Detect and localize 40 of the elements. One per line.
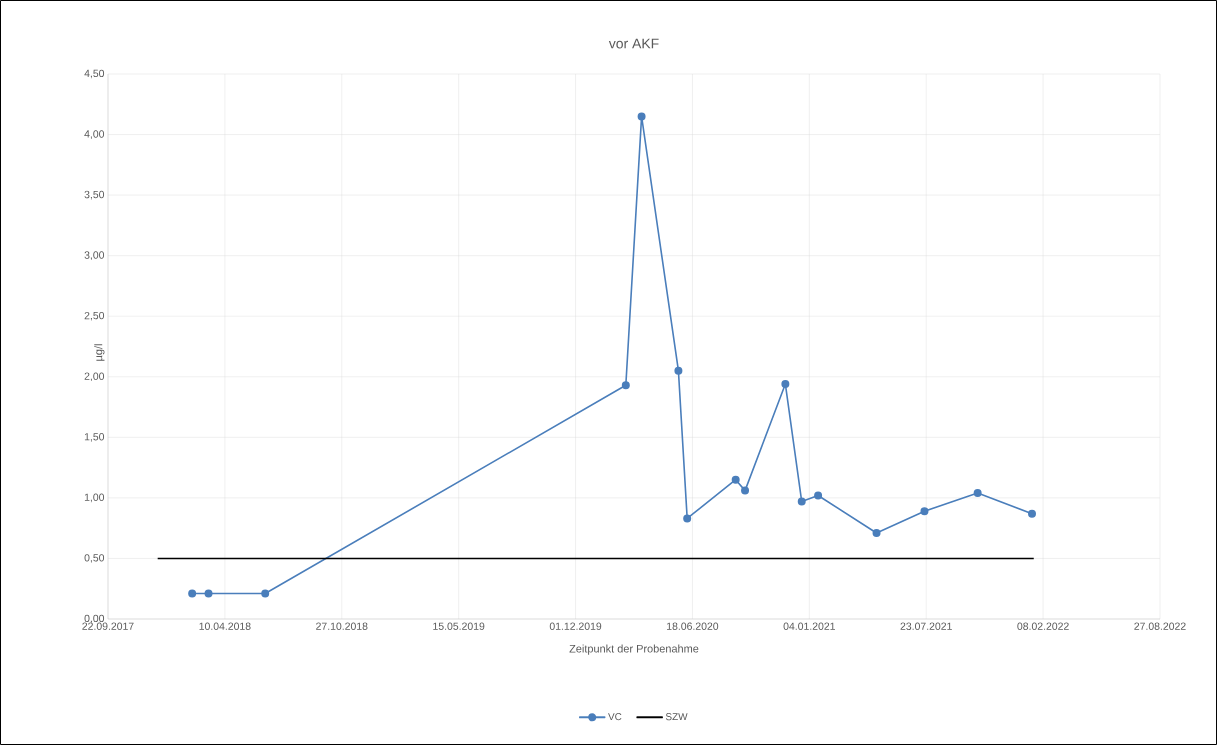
point: [872, 529, 881, 538]
legend-label: SZW: [665, 713, 688, 721]
y-tick-label: 2,50: [84, 311, 105, 321]
point: [621, 381, 630, 390]
chart-title: vor AKF: [608, 38, 659, 49]
x-tick-label: 27.08.2022: [1134, 622, 1186, 630]
x-axis-title: Zeitpunkt der Probenahme: [569, 644, 699, 655]
x-tick-label: 04.01.2021: [783, 622, 835, 630]
y-tick-label: 1,50: [84, 433, 105, 442]
point: [797, 497, 806, 506]
x-tick-label: 23.07.2021: [900, 622, 952, 630]
point: [261, 589, 270, 598]
point: [637, 112, 646, 121]
x-tick-label: 10.04.2018: [199, 622, 251, 630]
point: [973, 489, 982, 498]
point: [741, 486, 750, 495]
x-tick-label: 01.12.2019: [549, 622, 602, 630]
point: [188, 589, 197, 598]
x-tick-label: 15.05.2019: [433, 622, 485, 630]
point: [674, 366, 683, 375]
x-tick-label: 08.02.2022: [1017, 622, 1069, 630]
point: [731, 475, 740, 484]
point: [1028, 509, 1036, 518]
legend-label: VC: [608, 713, 622, 721]
point: [204, 589, 213, 598]
x-tick-label: 22.09.2017: [82, 622, 134, 630]
y-axis-title: µg/l: [94, 344, 105, 361]
y-tick-label: 3,50: [84, 190, 105, 200]
y-tick-label: 2,00: [84, 372, 105, 382]
x-tick-label: 18.06.2020: [667, 622, 719, 630]
x-tick-label: 27.10.2018: [316, 622, 368, 630]
y-tick-label: 1,00: [84, 493, 105, 503]
point: [781, 380, 790, 389]
point: [814, 491, 823, 500]
y-tick-label: 0,50: [84, 554, 105, 563]
y-tick-label: 4,00: [84, 130, 105, 139]
y-tick-label: 4,50: [84, 69, 105, 79]
point: [683, 514, 692, 523]
point: [920, 507, 929, 516]
y-tick-label: 3,00: [84, 251, 105, 260]
